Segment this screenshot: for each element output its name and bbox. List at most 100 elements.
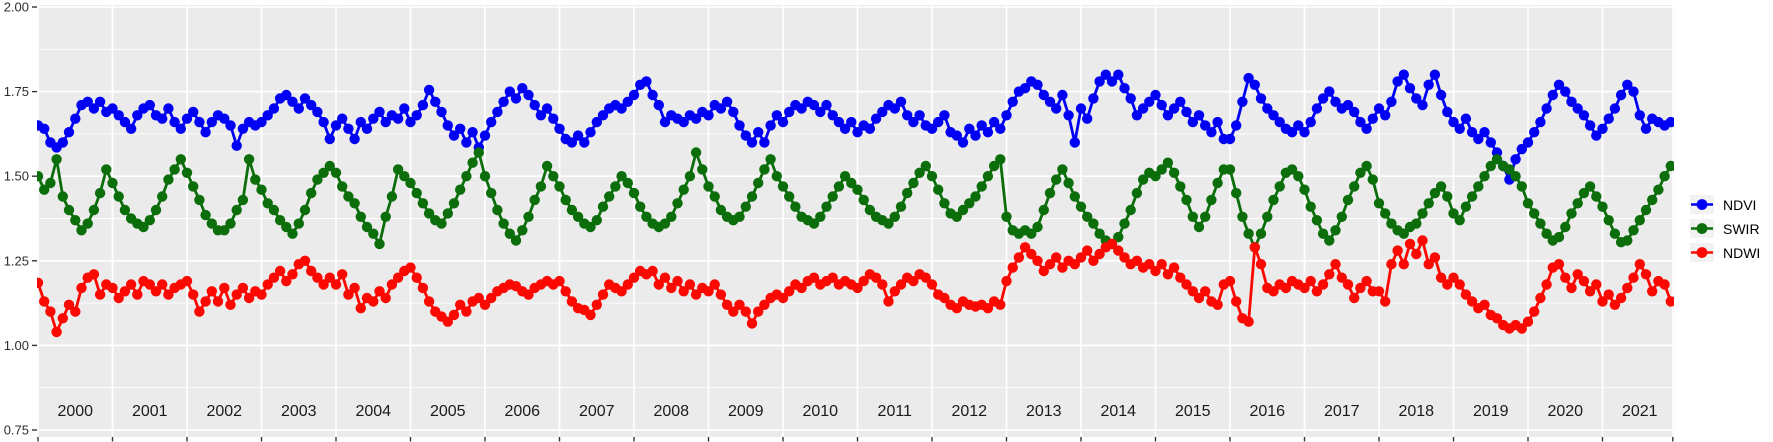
data-point-ndwi — [1075, 252, 1087, 263]
data-point-ndvi — [1510, 154, 1521, 165]
data-point-swir — [585, 221, 596, 233]
data-point-ndwi — [1311, 286, 1323, 297]
data-point-swir — [1659, 171, 1670, 182]
data-point-ndvi — [486, 116, 497, 128]
data-point-swir — [1640, 204, 1652, 216]
data-point-ndwi — [616, 286, 627, 297]
data-point-ndwi — [1243, 316, 1254, 327]
data-point-swir — [1026, 228, 1037, 239]
data-point-ndwi — [368, 296, 379, 307]
data-point-swir — [39, 184, 50, 195]
data-point-swir — [1491, 154, 1503, 165]
data-point-ndvi — [548, 113, 559, 124]
data-point-ndvi — [1324, 86, 1335, 97]
data-point-ndvi — [1404, 83, 1416, 94]
data-point-swir — [864, 204, 876, 216]
data-point-swir — [1349, 181, 1360, 192]
data-point-ndvi — [113, 110, 124, 121]
data-point-ndvi — [1305, 116, 1316, 128]
data-point-ndwi — [281, 275, 292, 287]
data-point-ndvi — [1224, 133, 1236, 145]
data-point-ndvi — [1442, 106, 1453, 118]
data-point-ndwi — [1516, 323, 1528, 334]
data-point-ndwi — [1088, 255, 1099, 266]
data-point-ndvi — [194, 116, 205, 128]
data-point-ndvi — [1168, 103, 1180, 114]
data-point-ndvi — [517, 83, 528, 94]
data-point-ndwi — [1249, 242, 1261, 253]
data-point-ndwi — [231, 289, 242, 300]
data-point-ndvi — [455, 123, 466, 134]
x-axis-label: 2002 — [206, 403, 242, 420]
data-point-ndvi — [1417, 99, 1428, 111]
data-point-ndvi — [157, 113, 168, 124]
data-point-swir — [479, 171, 491, 182]
data-point-ndvi — [895, 96, 907, 108]
data-point-ndwi — [1193, 292, 1205, 304]
data-point-ndwi — [1224, 275, 1236, 287]
data-point-ndwi — [1336, 272, 1348, 283]
data-point-ndvi — [467, 127, 478, 138]
data-point-ndvi — [306, 99, 317, 111]
data-point-ndvi — [1286, 127, 1298, 138]
data-point-ndvi — [1466, 127, 1478, 138]
data-point-swir — [51, 154, 62, 165]
data-point-ndwi — [1144, 259, 1155, 270]
data-point-ndvi — [988, 116, 1000, 128]
data-point-ndwi — [1529, 306, 1540, 317]
data-point-ndvi — [163, 103, 174, 114]
data-point-swir — [858, 194, 869, 206]
data-point-ndvi — [870, 113, 882, 124]
data-point-ndwi — [715, 289, 727, 300]
data-point-ndwi — [200, 296, 211, 307]
data-point-ndwi — [1324, 269, 1335, 280]
data-point-swir — [368, 228, 379, 239]
data-point-ndwi — [746, 318, 758, 329]
data-point-ndvi — [1019, 83, 1031, 94]
data-point-swir — [256, 184, 267, 195]
data-point-ndwi — [380, 292, 391, 304]
data-point-swir — [1057, 164, 1068, 175]
data-point-ndvi — [1106, 76, 1118, 87]
data-point-swir — [37, 171, 44, 182]
data-point-ndwi — [852, 282, 863, 294]
data-point-ndvi — [107, 103, 118, 114]
data-point-ndwi — [1491, 313, 1503, 324]
data-point-swir — [740, 201, 751, 212]
data-point-ndvi — [392, 113, 404, 124]
data-point-ndvi — [964, 123, 975, 134]
data-point-swir — [1150, 171, 1161, 182]
data-point-swir — [1311, 215, 1323, 226]
data-point-ndwi — [585, 309, 596, 321]
data-point-ndvi — [1330, 96, 1341, 108]
data-point-ndvi — [1429, 69, 1441, 80]
data-point-ndvi — [1001, 110, 1012, 121]
data-point-ndvi — [976, 120, 987, 131]
data-point-ndvi — [225, 120, 236, 131]
data-point-swir — [622, 177, 633, 189]
data-point-ndwi — [1522, 316, 1534, 327]
data-point-swir — [1634, 215, 1646, 226]
data-point-ndwi — [1460, 289, 1472, 300]
data-point-ndwi — [392, 272, 404, 283]
data-point-ndwi — [324, 272, 335, 283]
data-point-ndwi — [461, 306, 472, 317]
data-point-ndwi — [1479, 299, 1490, 310]
data-point-ndwi — [125, 279, 137, 290]
data-point-ndwi — [1355, 282, 1366, 294]
data-point-ndwi — [1628, 272, 1639, 283]
data-point-swir — [753, 177, 764, 189]
data-point-swir — [902, 187, 913, 199]
data-point-ndvi — [188, 106, 199, 118]
data-point-swir — [684, 171, 696, 182]
data-point-swir — [697, 164, 708, 175]
data-point-ndvi — [1529, 127, 1540, 138]
data-point-swir — [517, 225, 528, 236]
data-point-ndwi — [1442, 279, 1453, 290]
data-point-ndvi — [908, 116, 919, 128]
data-point-ndvi — [1448, 116, 1459, 128]
data-point-ndvi — [1411, 93, 1422, 104]
data-point-ndwi — [560, 286, 571, 297]
data-point-ndwi — [268, 272, 280, 283]
